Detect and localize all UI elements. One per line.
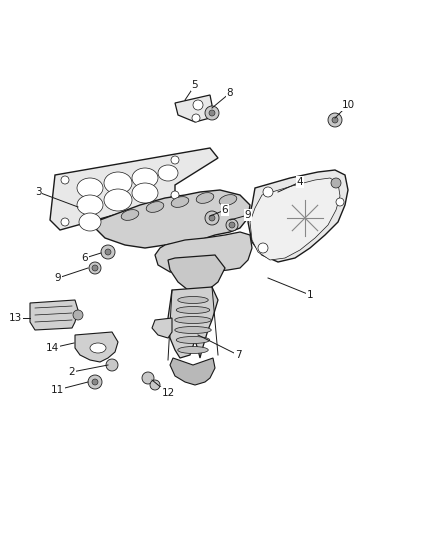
Text: 13: 13 [8,313,21,323]
Polygon shape [30,300,78,330]
Ellipse shape [178,346,208,353]
Text: 6: 6 [82,253,88,263]
Text: 14: 14 [46,343,59,353]
Circle shape [106,359,118,371]
Text: 5: 5 [192,80,198,90]
Circle shape [101,245,115,259]
Ellipse shape [132,183,158,203]
Circle shape [150,380,160,390]
Polygon shape [152,318,172,338]
Polygon shape [95,190,250,248]
Circle shape [209,215,215,221]
Ellipse shape [121,209,139,220]
Text: 6: 6 [222,205,228,215]
Circle shape [105,249,111,255]
Polygon shape [250,178,340,260]
Circle shape [171,156,179,164]
Polygon shape [50,148,218,230]
Text: 12: 12 [161,388,175,398]
Circle shape [209,110,215,116]
Text: 2: 2 [69,367,75,377]
Circle shape [328,113,342,127]
Circle shape [73,310,83,320]
Circle shape [205,211,219,225]
Polygon shape [248,170,348,262]
Ellipse shape [219,195,237,205]
Ellipse shape [132,168,158,188]
Ellipse shape [175,317,211,324]
Text: 4: 4 [297,177,303,187]
Polygon shape [168,255,225,293]
Circle shape [142,372,154,384]
Ellipse shape [175,327,211,334]
Circle shape [229,222,235,228]
Ellipse shape [196,192,214,204]
Ellipse shape [90,343,106,353]
Ellipse shape [104,172,132,194]
Polygon shape [170,358,215,385]
Circle shape [61,218,69,226]
Circle shape [258,243,268,253]
Circle shape [193,100,203,110]
Circle shape [331,178,341,188]
Ellipse shape [176,306,210,313]
Circle shape [61,176,69,184]
Text: 8: 8 [227,88,233,98]
Ellipse shape [158,165,178,181]
Circle shape [336,198,344,206]
Ellipse shape [77,178,103,198]
Circle shape [92,265,98,271]
Text: 7: 7 [235,350,241,360]
Ellipse shape [171,197,189,207]
Polygon shape [168,287,218,358]
Ellipse shape [77,195,103,215]
Ellipse shape [178,296,208,303]
Polygon shape [75,332,118,362]
Text: 1: 1 [307,290,313,300]
Ellipse shape [176,336,210,343]
Text: 9: 9 [245,210,251,220]
Text: 3: 3 [35,187,41,197]
Circle shape [263,187,273,197]
Ellipse shape [104,189,132,211]
Circle shape [192,114,200,122]
Ellipse shape [79,213,101,231]
Text: 10: 10 [342,100,355,110]
Circle shape [88,375,102,389]
Ellipse shape [146,201,164,212]
Circle shape [226,219,238,231]
Text: 11: 11 [50,385,64,395]
Circle shape [92,379,98,385]
Text: 9: 9 [55,273,61,283]
Circle shape [89,262,101,274]
Circle shape [332,117,338,123]
Circle shape [171,191,179,199]
Polygon shape [155,232,252,275]
Circle shape [205,106,219,120]
Polygon shape [175,95,212,122]
